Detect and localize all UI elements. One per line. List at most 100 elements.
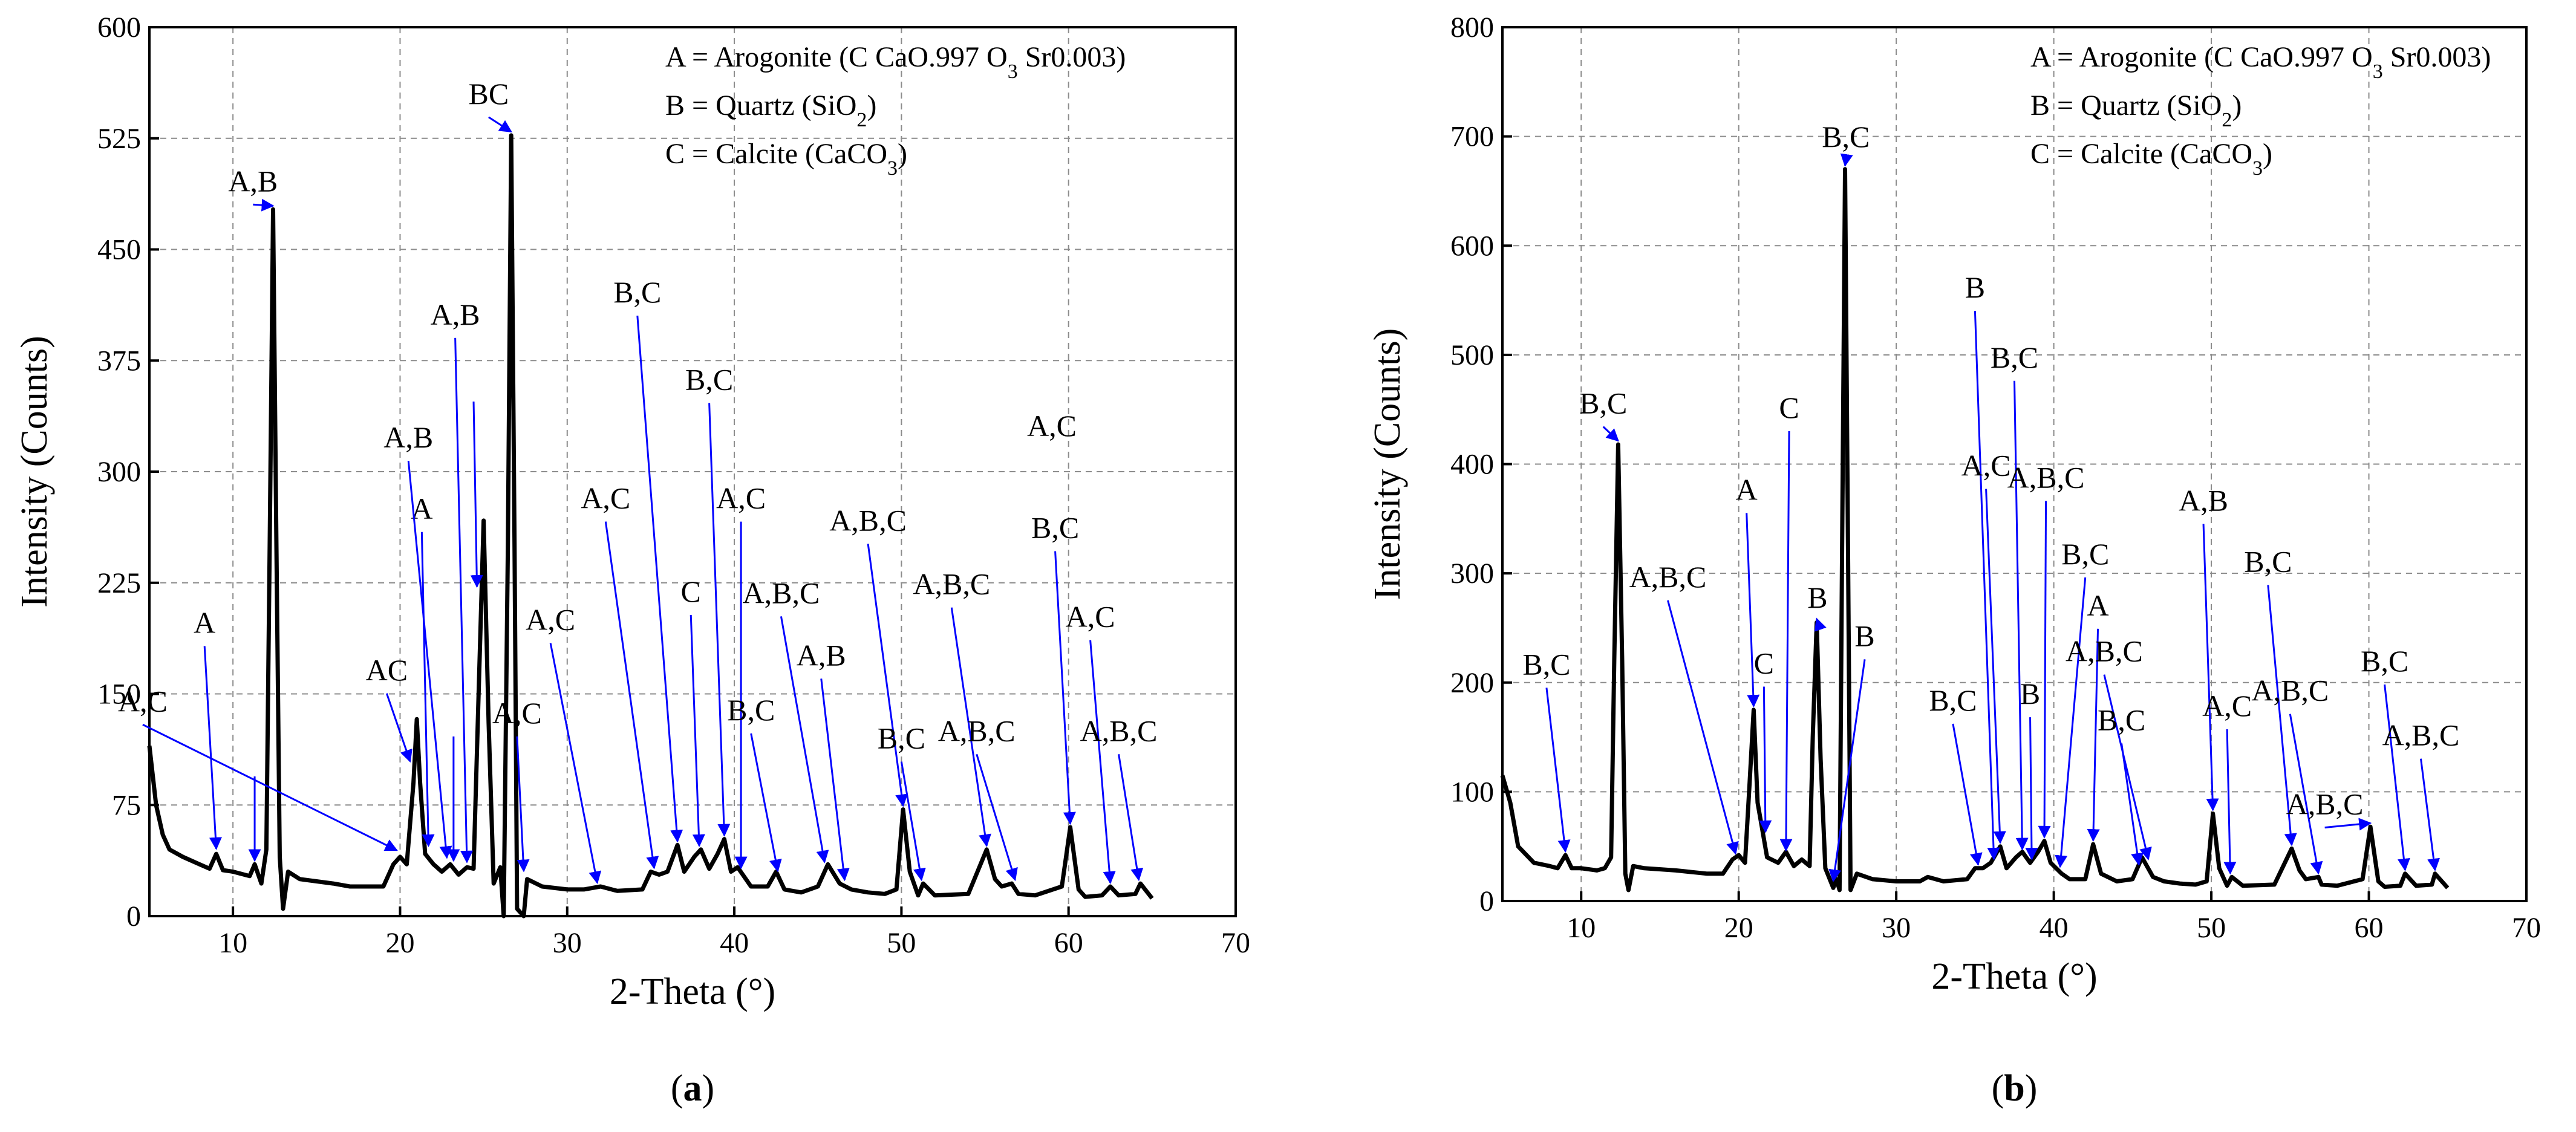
peak-arrow bbox=[454, 337, 474, 864]
peak-label: A bbox=[194, 605, 215, 639]
peak-arrow bbox=[2055, 577, 2087, 868]
y-tick-label: 300 bbox=[97, 456, 141, 488]
peak-arrow bbox=[750, 733, 782, 873]
peak-label: BC bbox=[469, 77, 509, 111]
y-axis-title: Intensity (Counts) bbox=[1367, 328, 1408, 600]
y-tick-label: 375 bbox=[97, 345, 141, 377]
legend-entry: C = Calcite (CaCO3) bbox=[665, 138, 907, 180]
y-tick-label: 700 bbox=[1450, 121, 1494, 153]
peak-label: A,C bbox=[1027, 409, 1077, 443]
peak-arrow bbox=[636, 315, 683, 843]
peak-arrow bbox=[2025, 717, 2038, 860]
peak-label: B,C bbox=[1522, 647, 1570, 681]
panel-label: (b) bbox=[1992, 1068, 2038, 1109]
chart-panel-b: 10 20 30 40 50 60 7001002003004005006007008002… bbox=[1367, 11, 2541, 1109]
y-tick-label: 600 bbox=[97, 11, 141, 44]
peak-arrow bbox=[1985, 489, 2006, 844]
peak-label: A,B bbox=[431, 298, 480, 331]
x-tick-label: 50 bbox=[887, 927, 916, 959]
legend-entry: A = Arogonite (C CaO.997 O3 Sr0.003) bbox=[665, 41, 1126, 83]
peak-label: A,B,C bbox=[1629, 560, 1707, 594]
peak-label: C bbox=[681, 574, 701, 608]
x-tick-label: 10 bbox=[218, 927, 247, 959]
peak-label: A bbox=[2087, 588, 2108, 622]
x-tick-label: 70 bbox=[2512, 912, 2541, 944]
peak-arrow bbox=[604, 521, 659, 870]
legend-entry-subscript: 3 bbox=[2373, 60, 2383, 83]
peak-label: A,C bbox=[1066, 600, 1115, 634]
peak-label: B,C bbox=[1031, 511, 1079, 545]
peak-arrow bbox=[1089, 640, 1116, 885]
y-tick-label: 525 bbox=[97, 123, 141, 155]
peak-label: A,B,C bbox=[2382, 718, 2460, 752]
peak-arrow bbox=[2103, 674, 2152, 860]
peak-arrow bbox=[2324, 818, 2372, 831]
peak-arrow bbox=[780, 616, 829, 864]
peak-arrow bbox=[2014, 380, 2029, 851]
legend-entry-tail: ) bbox=[2232, 89, 2242, 122]
peak-label: A,B,C bbox=[829, 503, 907, 537]
peak-arrow bbox=[516, 736, 530, 873]
peak-arrow bbox=[2384, 684, 2410, 871]
legend-entry-tail: ) bbox=[2263, 138, 2272, 170]
peak-label: B,C bbox=[2244, 545, 2292, 579]
y-tick-label: 450 bbox=[97, 234, 141, 266]
peak-arrow bbox=[1545, 688, 1571, 853]
peak-label: A,C bbox=[716, 481, 766, 515]
peak-arrow bbox=[470, 402, 483, 588]
peak-label: A,B,C bbox=[2251, 674, 2329, 708]
x-tick-label: 70 bbox=[1221, 927, 1250, 959]
peak-arrow bbox=[549, 643, 602, 885]
legend-entry-subscript: 3 bbox=[887, 157, 898, 180]
peak-arrow bbox=[900, 761, 926, 882]
peak-label: A,C bbox=[526, 603, 575, 637]
peak-arrow bbox=[1746, 513, 1760, 708]
peak-label: B bbox=[1965, 270, 1985, 304]
peak-arrow bbox=[976, 753, 1018, 882]
legend-entry-text: C = Calcite (CaCO bbox=[2030, 138, 2252, 170]
peak-label: A,C bbox=[118, 684, 168, 718]
peak-label: B,C bbox=[613, 275, 661, 309]
peak-arrow bbox=[1952, 723, 1983, 866]
panel-label-open: ( bbox=[1992, 1068, 2004, 1109]
peak-label: B,C bbox=[685, 363, 733, 397]
legend-entry: A = Arogonite (C CaO.997 O3 Sr0.003) bbox=[2030, 41, 2491, 83]
x-tick-label: 40 bbox=[720, 927, 749, 959]
peak-label: B,C bbox=[1991, 340, 2038, 374]
peak-label: B bbox=[1854, 619, 1874, 652]
y-tick-label: 600 bbox=[1450, 230, 1494, 262]
panel-label-close: ) bbox=[702, 1068, 715, 1109]
peak-label: A,B bbox=[2179, 483, 2228, 517]
peak-label: A,B bbox=[383, 420, 433, 454]
y-tick-label: 300 bbox=[1450, 558, 1494, 590]
xrd-series-line bbox=[1500, 167, 2450, 893]
peak-arrow bbox=[253, 198, 275, 212]
peak-label: A,B,C bbox=[2286, 787, 2364, 821]
peak-label: A,C bbox=[492, 696, 542, 730]
peak-label: A,B bbox=[228, 164, 278, 198]
x-tick-label: 50 bbox=[2197, 912, 2226, 944]
peak-label: B,C bbox=[1929, 683, 1977, 717]
peak-label: C bbox=[1754, 646, 1774, 680]
x-tick-label: 20 bbox=[1724, 912, 1753, 944]
peak-label: AC bbox=[366, 653, 408, 687]
legend-entry-tail: Sr0.003) bbox=[1018, 41, 1126, 73]
x-tick-label: 10 bbox=[1567, 912, 1596, 944]
legend-entry-subscript: 3 bbox=[2252, 157, 2263, 180]
peak-arrow bbox=[1054, 551, 1076, 825]
xrd-series-line bbox=[147, 133, 1154, 919]
legend-entry-text: B = Quartz (SiO bbox=[665, 89, 856, 122]
peak-arrow bbox=[1602, 426, 1619, 442]
panel-label-close: ) bbox=[2025, 1068, 2038, 1109]
peak-arrow bbox=[2087, 628, 2100, 842]
panel-label-letter: a bbox=[683, 1068, 702, 1109]
peak-label: A,B,C bbox=[2007, 460, 2085, 494]
peak-arrow bbox=[2223, 729, 2237, 875]
peak-arrow bbox=[142, 723, 398, 851]
peak-arrow bbox=[2420, 758, 2440, 871]
peak-arrow bbox=[2202, 524, 2219, 812]
y-tick-label: 75 bbox=[112, 789, 141, 821]
peak-label: B bbox=[2020, 677, 2040, 711]
peak-label: A,B bbox=[797, 638, 846, 672]
